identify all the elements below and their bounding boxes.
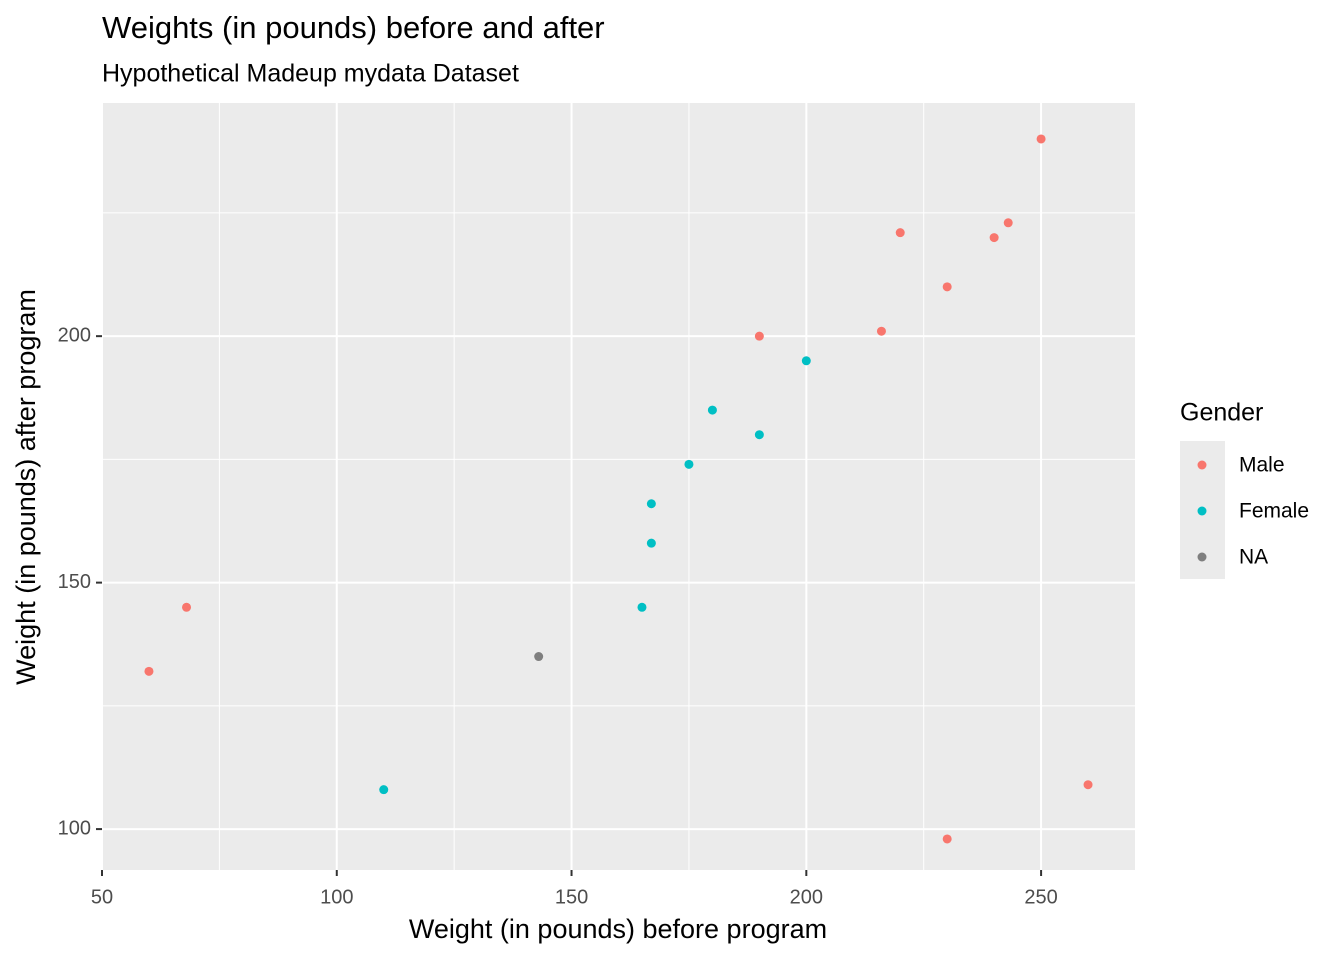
chart-subtitle: Hypothetical Madeup mydata Dataset: [102, 60, 519, 88]
point: [989, 233, 999, 243]
point: [1083, 780, 1093, 790]
y-axis-label: Weight (in pounds) after program: [11, 289, 41, 685]
point: [534, 652, 544, 662]
point: [182, 602, 192, 612]
legend-label: Female: [1239, 500, 1309, 523]
point: [144, 666, 154, 676]
legend-key: [1197, 460, 1207, 470]
y-tick-label: 100: [58, 817, 91, 839]
y-tick-label: 200: [58, 324, 91, 346]
legend-key: [1197, 552, 1207, 562]
point: [754, 331, 764, 341]
point: [942, 834, 952, 844]
x-tick-label: 200: [790, 886, 823, 908]
legend-label: NA: [1239, 546, 1268, 569]
x-tick-label: 250: [1024, 886, 1057, 908]
point: [646, 538, 656, 548]
panel: [102, 103, 1135, 870]
point: [895, 228, 905, 238]
point: [1036, 134, 1046, 144]
legend-label: Male: [1239, 454, 1285, 477]
y-tick-label: 150: [58, 571, 91, 593]
point: [637, 602, 647, 612]
point: [646, 499, 656, 509]
x-tick-label: 100: [320, 886, 353, 908]
point: [942, 282, 952, 292]
legend-key: [1197, 506, 1207, 516]
point: [379, 785, 389, 795]
point: [1003, 218, 1013, 228]
x-tick-label: 50: [91, 886, 113, 908]
legend-title: Gender: [1180, 399, 1263, 427]
point: [754, 430, 764, 440]
x-axis-label: Weight (in pounds) before program: [409, 914, 827, 944]
point: [707, 405, 717, 415]
x-tick-label: 150: [555, 886, 588, 908]
point: [684, 459, 694, 469]
chart-title: Weights (in pounds) before and after: [102, 10, 605, 45]
point: [801, 356, 811, 366]
point: [876, 326, 886, 336]
